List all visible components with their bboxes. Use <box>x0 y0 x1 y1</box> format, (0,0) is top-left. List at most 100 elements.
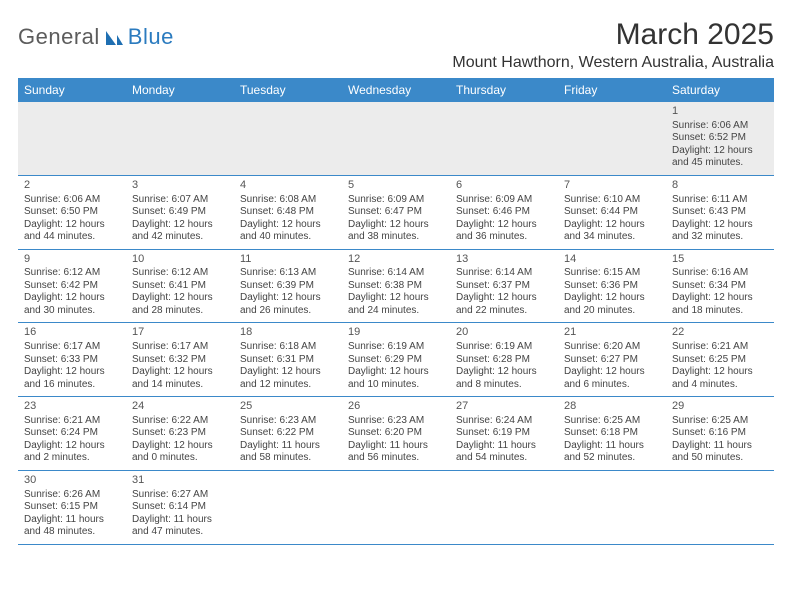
day-cell: 18Sunrise: 6:18 AMSunset: 6:31 PMDayligh… <box>234 323 342 396</box>
daylight-line: Daylight: 12 hours <box>132 440 228 453</box>
month-title: March 2025 <box>452 18 774 52</box>
sunset-line: Sunset: 6:42 PM <box>24 280 120 293</box>
sunrise-line: Sunrise: 6:19 AM <box>348 341 444 354</box>
sunset-line: Sunset: 6:22 PM <box>240 427 336 440</box>
sunrise-line: Sunrise: 6:27 AM <box>132 489 228 502</box>
daylight-line: Daylight: 12 hours <box>240 366 336 379</box>
day-cell: 28Sunrise: 6:25 AMSunset: 6:18 PMDayligh… <box>558 397 666 470</box>
sunset-line: Sunset: 6:36 PM <box>564 280 660 293</box>
dow-thursday: Thursday <box>450 78 558 102</box>
sunrise-line: Sunrise: 6:15 AM <box>564 267 660 280</box>
daylight-line: and 10 minutes. <box>348 379 444 392</box>
day-number: 14 <box>564 253 660 267</box>
day-number: 15 <box>672 253 768 267</box>
day-number: 10 <box>132 253 228 267</box>
day-cell: 20Sunrise: 6:19 AMSunset: 6:28 PMDayligh… <box>450 323 558 396</box>
sunrise-line: Sunrise: 6:17 AM <box>132 341 228 354</box>
sunset-line: Sunset: 6:27 PM <box>564 354 660 367</box>
daylight-line: Daylight: 12 hours <box>672 292 768 305</box>
day-cell: 15Sunrise: 6:16 AMSunset: 6:34 PMDayligh… <box>666 250 774 323</box>
logo-word2: Blue <box>128 24 174 50</box>
day-cell: 22Sunrise: 6:21 AMSunset: 6:25 PMDayligh… <box>666 323 774 396</box>
day-number: 8 <box>672 179 768 193</box>
daylight-line: and 40 minutes. <box>240 231 336 244</box>
daylight-line: Daylight: 12 hours <box>132 292 228 305</box>
sunset-line: Sunset: 6:34 PM <box>672 280 768 293</box>
title-block: March 2025 Mount Hawthorn, Western Austr… <box>452 18 774 72</box>
daylight-line: Daylight: 12 hours <box>456 366 552 379</box>
sunset-line: Sunset: 6:20 PM <box>348 427 444 440</box>
daylight-line: Daylight: 12 hours <box>564 366 660 379</box>
daylight-line: Daylight: 12 hours <box>456 219 552 232</box>
day-cell <box>342 102 450 175</box>
day-cell: 2Sunrise: 6:06 AMSunset: 6:50 PMDaylight… <box>18 176 126 249</box>
sunset-line: Sunset: 6:52 PM <box>672 132 768 145</box>
daylight-line: Daylight: 12 hours <box>132 219 228 232</box>
sunrise-line: Sunrise: 6:16 AM <box>672 267 768 280</box>
day-cell: 31Sunrise: 6:27 AMSunset: 6:14 PMDayligh… <box>126 471 234 544</box>
dow-saturday: Saturday <box>666 78 774 102</box>
daylight-line: and 2 minutes. <box>24 452 120 465</box>
day-number: 20 <box>456 326 552 340</box>
daylight-line: and 45 minutes. <box>672 157 768 170</box>
sunset-line: Sunset: 6:46 PM <box>456 206 552 219</box>
sunrise-line: Sunrise: 6:14 AM <box>456 267 552 280</box>
daylight-line: and 47 minutes. <box>132 526 228 539</box>
daylight-line: Daylight: 12 hours <box>348 292 444 305</box>
sunset-line: Sunset: 6:16 PM <box>672 427 768 440</box>
daylight-line: and 20 minutes. <box>564 305 660 318</box>
day-number: 1 <box>672 105 768 119</box>
day-number: 6 <box>456 179 552 193</box>
sunrise-line: Sunrise: 6:26 AM <box>24 489 120 502</box>
sunrise-line: Sunrise: 6:23 AM <box>240 415 336 428</box>
daylight-line: Daylight: 12 hours <box>348 219 444 232</box>
sunset-line: Sunset: 6:49 PM <box>132 206 228 219</box>
sunrise-line: Sunrise: 6:06 AM <box>24 194 120 207</box>
day-number: 3 <box>132 179 228 193</box>
daylight-line: Daylight: 12 hours <box>564 292 660 305</box>
day-cell: 21Sunrise: 6:20 AMSunset: 6:27 PMDayligh… <box>558 323 666 396</box>
day-cell <box>234 102 342 175</box>
dow-monday: Monday <box>126 78 234 102</box>
daylight-line: and 30 minutes. <box>24 305 120 318</box>
dow-sunday: Sunday <box>18 78 126 102</box>
day-cell: 12Sunrise: 6:14 AMSunset: 6:38 PMDayligh… <box>342 250 450 323</box>
day-number: 13 <box>456 253 552 267</box>
page: General Blue March 2025 Mount Hawthorn, … <box>0 0 792 545</box>
calendar: Sunday Monday Tuesday Wednesday Thursday… <box>18 78 774 545</box>
day-cell <box>558 102 666 175</box>
sunrise-line: Sunrise: 6:10 AM <box>564 194 660 207</box>
daylight-line: and 6 minutes. <box>564 379 660 392</box>
sunrise-line: Sunrise: 6:12 AM <box>24 267 120 280</box>
daylight-line: and 44 minutes. <box>24 231 120 244</box>
sunset-line: Sunset: 6:14 PM <box>132 501 228 514</box>
daylight-line: and 54 minutes. <box>456 452 552 465</box>
day-number: 2 <box>24 179 120 193</box>
sunrise-line: Sunrise: 6:18 AM <box>240 341 336 354</box>
day-cell: 30Sunrise: 6:26 AMSunset: 6:15 PMDayligh… <box>18 471 126 544</box>
sunset-line: Sunset: 6:19 PM <box>456 427 552 440</box>
daylight-line: Daylight: 11 hours <box>132 514 228 527</box>
sail-icon <box>104 29 124 47</box>
daylight-line: Daylight: 11 hours <box>348 440 444 453</box>
sunset-line: Sunset: 6:38 PM <box>348 280 444 293</box>
day-number: 16 <box>24 326 120 340</box>
day-cell <box>126 102 234 175</box>
sunrise-line: Sunrise: 6:13 AM <box>240 267 336 280</box>
daylight-line: and 16 minutes. <box>24 379 120 392</box>
day-cell: 6Sunrise: 6:09 AMSunset: 6:46 PMDaylight… <box>450 176 558 249</box>
day-cell <box>558 471 666 544</box>
daylight-line: Daylight: 12 hours <box>348 366 444 379</box>
sunset-line: Sunset: 6:33 PM <box>24 354 120 367</box>
day-number: 5 <box>348 179 444 193</box>
day-cell: 3Sunrise: 6:07 AMSunset: 6:49 PMDaylight… <box>126 176 234 249</box>
day-number: 25 <box>240 400 336 414</box>
daylight-line: and 48 minutes. <box>24 526 120 539</box>
sunset-line: Sunset: 6:25 PM <box>672 354 768 367</box>
day-cell: 10Sunrise: 6:12 AMSunset: 6:41 PMDayligh… <box>126 250 234 323</box>
sunset-line: Sunset: 6:41 PM <box>132 280 228 293</box>
day-number: 11 <box>240 253 336 267</box>
dow-row: Sunday Monday Tuesday Wednesday Thursday… <box>18 78 774 102</box>
day-number: 29 <box>672 400 768 414</box>
daylight-line: and 4 minutes. <box>672 379 768 392</box>
